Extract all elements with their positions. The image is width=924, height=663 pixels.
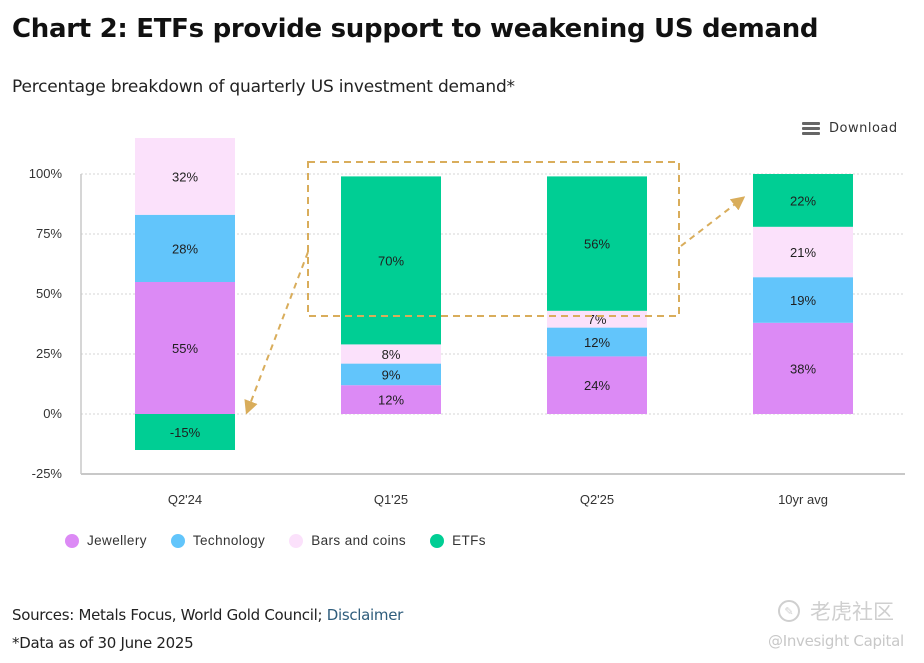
legend-item-jewellery[interactable]: Jewellery bbox=[65, 533, 147, 548]
y-tick-label: 0% bbox=[43, 406, 62, 421]
legend-dot-icon bbox=[65, 533, 79, 548]
x-tick-label: Q1'25 bbox=[374, 492, 408, 507]
legend-label: ETFs bbox=[452, 533, 486, 548]
data-label: 7% bbox=[588, 312, 607, 327]
disclaimer-link[interactable]: Disclaimer bbox=[326, 606, 404, 624]
y-tick-label: 25% bbox=[36, 346, 62, 361]
y-tick-label: 75% bbox=[36, 226, 62, 241]
sources-text: Sources: Metals Focus, World Gold Counci… bbox=[12, 606, 403, 624]
data-label: -15% bbox=[170, 425, 201, 440]
data-labels: 55% 28% 32% -15% 12% 9% 8% 70% 24% 12% 7% 56% 38% 19%… bbox=[170, 169, 817, 440]
data-label: 19% bbox=[790, 293, 816, 308]
legend-item-bars-and-coins[interactable]: Bars and coins bbox=[289, 533, 406, 548]
stacked-bar-chart: -25% 0% 25% 50% 75% 100% Q2'24 Q1'25 Q2'25 10yr a… bbox=[29, 138, 905, 507]
legend-dot-icon bbox=[430, 533, 445, 548]
y-tick-label: -25% bbox=[32, 466, 63, 481]
data-label: 12% bbox=[584, 335, 610, 350]
annotations bbox=[244, 161, 746, 415]
bar-segment-etfs[interactable] bbox=[547, 176, 647, 311]
bar-segment-technology[interactable] bbox=[135, 214, 235, 282]
bar-segment-bars-and-coins[interactable] bbox=[135, 138, 235, 215]
data-label: 32% bbox=[172, 169, 198, 184]
legend-item-etfs[interactable]: ETFs bbox=[430, 533, 486, 548]
y-tick-label: 100% bbox=[29, 166, 63, 181]
bar-segment-bars-and-coins[interactable] bbox=[753, 226, 853, 278]
legend-dot-icon bbox=[170, 533, 185, 548]
data-label: 24% bbox=[584, 378, 610, 393]
data-label: 56% bbox=[584, 237, 610, 252]
bar-segment-jewellery[interactable] bbox=[341, 385, 441, 414]
bar-segment-bars-and-coins[interactable] bbox=[341, 344, 441, 364]
etf-highlight-box bbox=[307, 161, 680, 317]
chart-subtitle: Percentage breakdown of quarterly US inv… bbox=[12, 77, 515, 97]
download-label: Download bbox=[829, 121, 898, 136]
legend: Jewellery Technology Bars and coins ETFs bbox=[65, 533, 510, 548]
bar-segment-technology[interactable] bbox=[341, 363, 441, 386]
data-label: 8% bbox=[382, 347, 401, 362]
arrow-to-10yr-avg bbox=[680, 196, 746, 247]
bar-segment-technology[interactable] bbox=[753, 277, 853, 323]
sources-label: Sources: Metals Focus, World Gold Counci… bbox=[12, 606, 327, 624]
data-note: *Data as of 30 June 2025 bbox=[12, 634, 194, 652]
bar-segment-jewellery[interactable] bbox=[547, 356, 647, 414]
data-label: 55% bbox=[172, 341, 198, 356]
watermark-brand: ✎ 老虎社区 bbox=[778, 596, 894, 626]
legend-item-technology[interactable]: Technology bbox=[170, 533, 266, 548]
legend-label: Technology bbox=[192, 533, 266, 548]
legend-label: Bars and coins bbox=[311, 533, 407, 548]
bars bbox=[135, 138, 853, 450]
bar-segment-jewellery[interactable] bbox=[753, 322, 853, 414]
x-tick-label: Q2'24 bbox=[168, 492, 202, 507]
arrow-to-q2-24 bbox=[244, 251, 309, 415]
bar-segment-etfs[interactable] bbox=[135, 414, 235, 450]
bar-segment-etfs[interactable] bbox=[753, 174, 853, 227]
data-label: 38% bbox=[790, 361, 816, 376]
data-label: 21% bbox=[790, 245, 816, 260]
legend-label: Jewellery bbox=[87, 533, 147, 548]
download-button[interactable]: Download bbox=[802, 121, 898, 136]
x-tick-label: 10yr avg bbox=[778, 492, 828, 507]
data-label: 12% bbox=[378, 393, 404, 408]
tiger-logo-icon: ✎ bbox=[778, 600, 800, 622]
chart-title: Chart 2: ETFs provide support to weakeni… bbox=[12, 14, 819, 44]
axes: -25% 0% 25% 50% 75% 100% Q2'24 Q1'25 Q2'25 10yr a… bbox=[29, 166, 905, 507]
legend-dot-icon bbox=[289, 533, 304, 548]
bar-segment-jewellery[interactable] bbox=[135, 282, 235, 414]
hamburger-menu-icon bbox=[802, 122, 820, 135]
bar-segment-technology[interactable] bbox=[547, 327, 647, 357]
data-label: 70% bbox=[378, 253, 404, 268]
watermark-brand-text: 老虎社区 bbox=[810, 600, 894, 624]
y-tick-label: 50% bbox=[36, 286, 62, 301]
data-label: 22% bbox=[790, 193, 816, 208]
data-label: 28% bbox=[172, 241, 198, 256]
x-tick-label: Q2'25 bbox=[580, 492, 614, 507]
watermark-handle: @Invesight Capital bbox=[768, 632, 904, 650]
data-label: 9% bbox=[382, 367, 401, 382]
